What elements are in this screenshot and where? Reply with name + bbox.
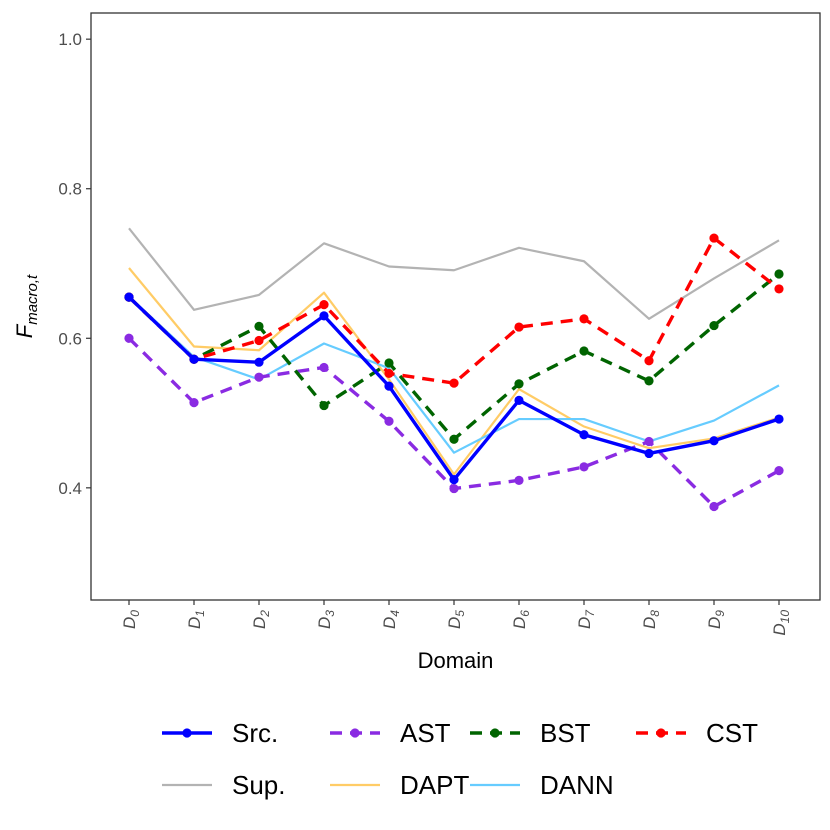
data-point-cst [709, 233, 719, 243]
data-point-src [514, 395, 524, 405]
data-point-bst [319, 400, 329, 411]
legend-marker-bst [490, 728, 500, 738]
data-point-src [124, 292, 134, 302]
data-point-ast [254, 372, 264, 382]
data-point-bst [384, 358, 394, 368]
x-tick-label: D7 [575, 609, 597, 629]
data-point-ast [384, 416, 394, 426]
data-point-ast [644, 436, 654, 447]
data-point-cst [384, 368, 394, 379]
data-point-src [449, 475, 459, 485]
data-point-cst [514, 322, 524, 332]
x-tick-label: D6 [510, 610, 532, 629]
legend-label-ast: AST [400, 718, 451, 748]
legend: Src. AST BST CST Sup. DAPT DANN [162, 718, 758, 800]
series-line-sup [128, 227, 780, 320]
data-point-cst [774, 284, 784, 294]
series-line-dann [128, 295, 780, 454]
x-tick-label: D3 [315, 610, 337, 629]
data-point-cst [579, 314, 589, 324]
data-point-src [189, 354, 199, 364]
y-tick-label: 1.0 [58, 30, 82, 49]
data-point-ast [319, 362, 329, 373]
data-point-ast [579, 462, 589, 472]
y-tick-label: 0.6 [58, 329, 82, 348]
data-point-ast [449, 483, 459, 494]
x-tick-label: D10 [770, 610, 792, 636]
series-line-dapt [128, 267, 780, 476]
axes-layer [86, 38, 780, 605]
labels-layer: 0.4 0.6 0.8 1.0 D0 D1 D2 D3 D4 D5 D6 D7 D8 D9 D10 Domai… [12, 30, 792, 673]
data-point-src [254, 357, 264, 367]
data-point-src [644, 448, 654, 459]
legend-marker-cst [656, 728, 666, 738]
data-point-bst [644, 376, 654, 386]
legend-label-bst: BST [540, 718, 591, 748]
x-tick-label: D8 [640, 610, 662, 629]
data-point-src [319, 311, 329, 321]
y-axis-title: Fmacro,t [12, 274, 41, 338]
x-tick-label: D4 [380, 610, 402, 629]
data-point-cst [644, 356, 654, 366]
data-point-src [774, 414, 784, 424]
legend-label-dann: DANN [540, 770, 614, 800]
y-tick-label: 0.8 [58, 180, 82, 199]
legend-label-sup: Sup. [232, 770, 286, 800]
legend-marker-src [182, 728, 192, 738]
x-tick-label: D2 [250, 610, 272, 629]
data-point-ast [189, 397, 199, 408]
data-point-ast [124, 333, 134, 343]
data-point-src [579, 430, 589, 440]
data-point-src [709, 436, 719, 446]
data-point-cst [449, 378, 459, 388]
data-point-ast [514, 475, 524, 485]
x-axis-title: Domain [418, 648, 494, 673]
data-point-ast [709, 501, 719, 512]
data-point-bst [709, 320, 719, 331]
legend-label-cst: CST [706, 718, 758, 748]
x-tick-label: D0 [120, 610, 142, 629]
data-point-bst [774, 269, 784, 279]
y-tick-label: 0.4 [58, 479, 82, 498]
data-point-ast [774, 466, 784, 476]
data-point-bst [579, 346, 589, 356]
legend-label-dapt: DAPT [400, 770, 469, 800]
data-point-cst [254, 335, 264, 346]
plot-panel-border [90, 12, 821, 601]
data-point-cst [319, 300, 329, 310]
x-tick-label: D1 [185, 610, 207, 629]
legend-label-src: Src. [232, 718, 278, 748]
legend-marker-ast [350, 728, 360, 738]
x-tick-label: D9 [705, 610, 727, 629]
series-layer [124, 227, 784, 512]
data-point-bst [449, 434, 459, 444]
data-point-bst [254, 321, 264, 331]
data-point-src [384, 381, 394, 391]
x-tick-label: D5 [445, 610, 467, 629]
data-point-bst [514, 379, 524, 389]
series-line-cst [127, 236, 781, 385]
